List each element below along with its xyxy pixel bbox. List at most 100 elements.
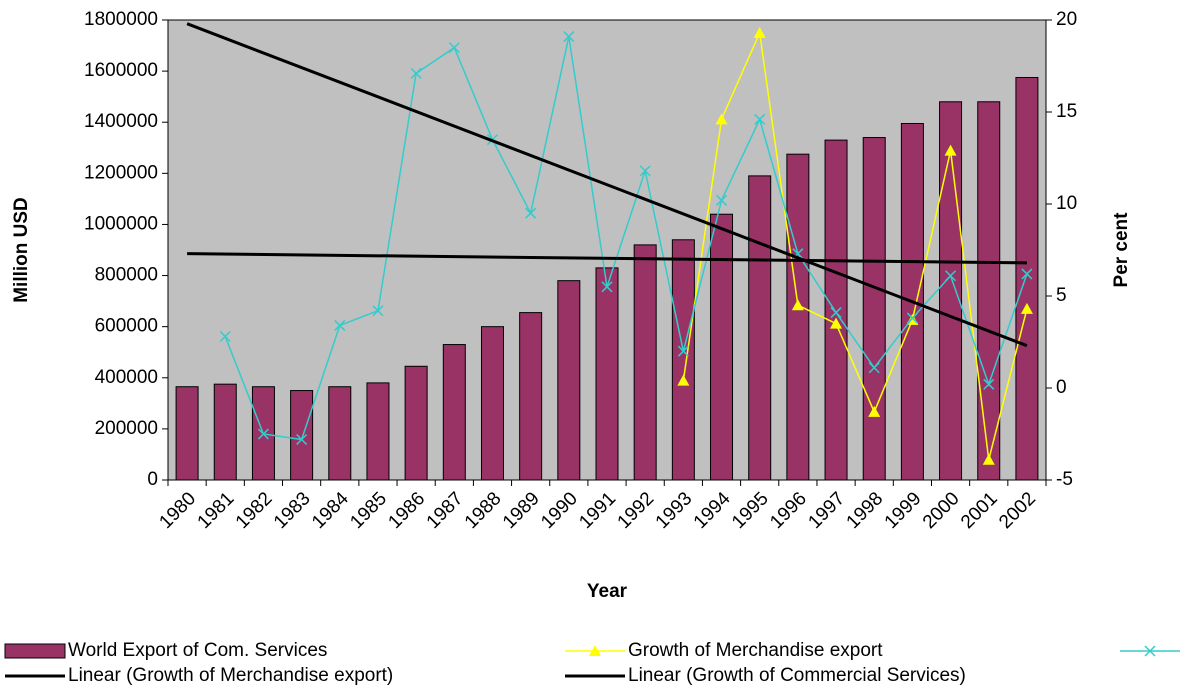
y-tick-label: 1600000 (84, 60, 158, 81)
x-marker (754, 113, 766, 125)
legend-swatch (4, 643, 66, 659)
line (224, 36, 1028, 441)
y-axis-title: Million USD (11, 197, 32, 303)
y-tick-label: 200000 (95, 418, 158, 439)
legend-label: Growth of Merchandise export (628, 640, 883, 661)
x-marker (525, 207, 537, 219)
bar (213, 383, 237, 481)
x-marker (1021, 268, 1033, 280)
x-tick-label: 1999 (881, 488, 926, 533)
triangle-marker (791, 299, 804, 311)
x-tick-label: 1983 (270, 488, 315, 533)
x-tick-label: 1996 (766, 488, 811, 533)
y2-axis-title: Per cent (1111, 212, 1132, 288)
x-tick-label: 1990 (537, 488, 582, 533)
bar (710, 213, 734, 481)
bar (786, 153, 810, 481)
x-marker (983, 378, 995, 390)
y-tick-label: 400000 (95, 367, 158, 388)
bar (557, 280, 581, 481)
y-tick-label: 1000000 (84, 213, 158, 234)
bar (366, 382, 390, 481)
x-marker (448, 42, 460, 54)
triangle-marker (715, 113, 728, 125)
x-marker (677, 345, 689, 357)
x-tick-label: 2002 (995, 488, 1040, 533)
x-tick-label: 1992 (614, 488, 659, 533)
x-tick-label: 1984 (308, 488, 353, 533)
x-tick-label: 1988 (461, 488, 506, 533)
y-tick-label: 600000 (95, 316, 158, 337)
x-tick-label: 1997 (804, 488, 849, 533)
y2-tick-label: 20 (1056, 9, 1077, 30)
bar (671, 239, 695, 481)
y-tick-label: 1200000 (84, 162, 158, 183)
x-marker (868, 362, 880, 374)
bar (939, 101, 963, 481)
bar (328, 386, 352, 481)
x-tick-label: 1980 (155, 488, 200, 533)
bar (442, 344, 466, 481)
line (682, 30, 1028, 460)
x-tick-label: 1998 (843, 488, 888, 533)
x-marker (945, 270, 957, 282)
triangle-marker (677, 374, 690, 386)
triangle-marker (753, 26, 766, 38)
y-tick-label: 800000 (95, 265, 158, 286)
triangle-marker (1020, 302, 1033, 314)
legend-label: World Export of Com. Services (68, 640, 327, 661)
x-tick-label: 2000 (919, 488, 964, 533)
triangle-marker (944, 144, 957, 156)
x-tick-label: 1993 (652, 488, 697, 533)
trendline (187, 252, 1027, 265)
bar (519, 312, 543, 481)
bar (633, 244, 657, 481)
bar (404, 365, 428, 481)
triangle-marker (868, 405, 881, 417)
x-marker (296, 433, 308, 446)
x-tick-label: 1981 (194, 488, 239, 533)
triangle-marker (589, 645, 601, 656)
y2-tick-label: 10 (1056, 193, 1077, 214)
bar (480, 326, 504, 481)
bar (175, 386, 199, 481)
x-marker (219, 330, 231, 343)
x-marker (715, 194, 728, 206)
x-marker (334, 319, 346, 331)
bar (862, 137, 886, 481)
x-tick-label: 1986 (384, 488, 429, 533)
x-marker (906, 312, 918, 324)
x-tick-label: 1982 (232, 488, 277, 533)
x-marker (257, 428, 269, 440)
bar (748, 175, 772, 481)
y2-tick-label: -5 (1056, 469, 1073, 490)
plot-border (167, 19, 1047, 481)
x-tick-label: 2001 (957, 488, 1002, 533)
x-marker (601, 281, 613, 293)
x-tick-label: 1995 (728, 488, 773, 533)
bar (1015, 77, 1039, 481)
x-marker (563, 31, 575, 43)
legend-label: Linear (Growth of Merchandise export) (68, 665, 393, 686)
trendline (186, 22, 1028, 348)
x-marker (1144, 645, 1156, 657)
bar (824, 139, 848, 481)
bar (977, 101, 1001, 481)
x-marker (639, 165, 651, 177)
y2-tick-label: 15 (1056, 101, 1077, 122)
triangle-marker (830, 317, 843, 329)
x-tick-label: 1987 (423, 488, 468, 533)
x-tick-label: 1989 (499, 488, 544, 533)
legend-label: Linear (Growth of Commercial Services) (628, 665, 966, 686)
y2-tick-label: 5 (1056, 285, 1067, 306)
x-marker (410, 67, 422, 79)
bar (290, 390, 314, 481)
y-tick-label: 1800000 (84, 9, 158, 30)
bar (595, 267, 619, 481)
triangle-marker (982, 453, 995, 465)
x-tick-label: 1991 (575, 488, 620, 533)
x-axis-title: Year (587, 581, 628, 602)
y2-tick-label: 0 (1056, 377, 1067, 398)
y-tick-label: 0 (147, 469, 158, 490)
x-marker (830, 307, 842, 319)
